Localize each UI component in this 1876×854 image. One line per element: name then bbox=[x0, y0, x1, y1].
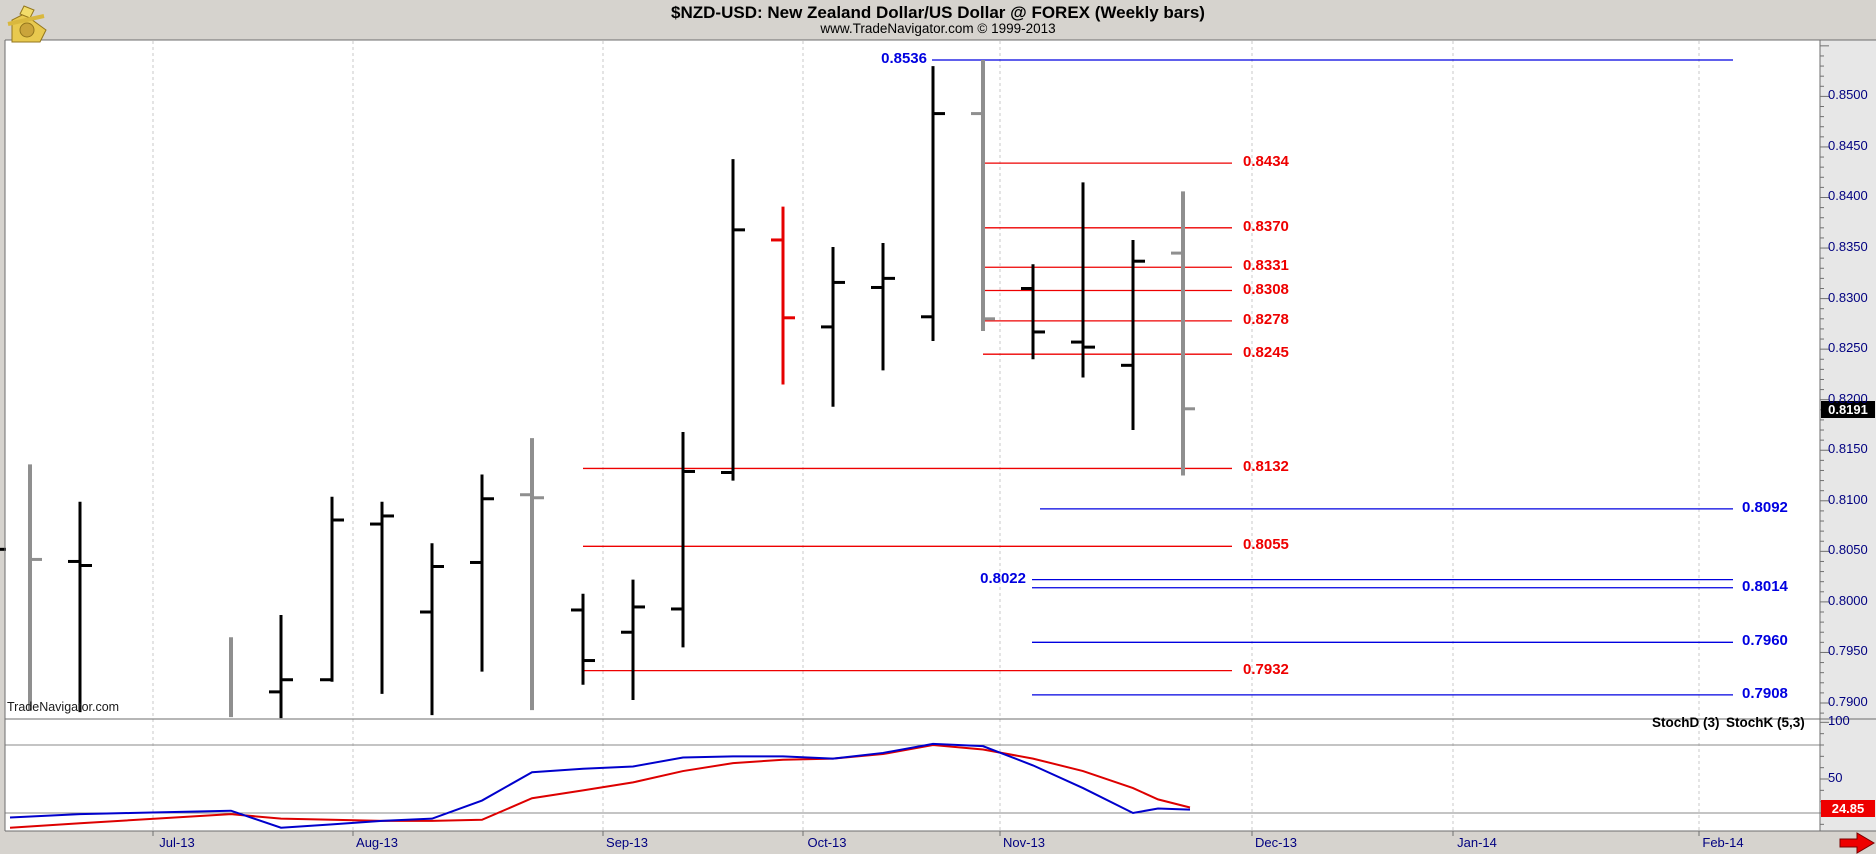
price-level-label-0.8014: 0.8014 bbox=[1742, 577, 1788, 595]
price-axis-label: 0.8100 bbox=[1828, 491, 1868, 507]
price-axis-label: 0.8400 bbox=[1828, 188, 1868, 204]
month-label: Jan-14 bbox=[1457, 835, 1497, 850]
price-axis-label: 0.8450 bbox=[1828, 137, 1868, 153]
price-level-label-0.8278: 0.8278 bbox=[1243, 310, 1289, 328]
price-level-label-0.8132: 0.8132 bbox=[1243, 458, 1289, 476]
stoch-axis-label: 50 bbox=[1828, 770, 1843, 785]
stoch-value-badge: 24.85 bbox=[1821, 799, 1875, 817]
price-axis-label: 0.8300 bbox=[1828, 289, 1868, 305]
legend-stochd: StochD (3) bbox=[1652, 715, 1720, 730]
price-axis-strip bbox=[1820, 40, 1876, 831]
month-label: Sep-13 bbox=[606, 835, 648, 850]
price-level-label-0.8022: 0.8022 bbox=[980, 569, 1026, 587]
tradenavigator-logo-icon bbox=[19, 22, 35, 38]
month-label: Aug-13 bbox=[356, 835, 398, 850]
price-level-label-0.8245: 0.8245 bbox=[1243, 344, 1289, 362]
legend-stochk: StochK (5,3) bbox=[1726, 715, 1805, 730]
tradenavigator-logo-icon bbox=[7, 14, 45, 26]
price-level-label-0.8055: 0.8055 bbox=[1243, 536, 1289, 554]
chart-subtitle: www.TradeNavigator.com © 1999-2013 bbox=[820, 21, 1056, 36]
month-label: Dec-13 bbox=[1255, 835, 1297, 850]
price-level-label-0.8092: 0.8092 bbox=[1742, 498, 1788, 516]
price-level-label-0.8434: 0.8434 bbox=[1243, 153, 1289, 171]
price-axis-label: 0.7950 bbox=[1828, 643, 1868, 659]
price-axis-label: 0.8200 bbox=[1828, 390, 1868, 406]
price-axis-label: 0.8050 bbox=[1828, 542, 1868, 558]
stoch-k-line bbox=[9, 742, 1191, 829]
month-label: Jul-13 bbox=[159, 835, 195, 850]
price-level-label-0.7932: 0.7932 bbox=[1243, 660, 1289, 678]
price-level-label-0.7960: 0.7960 bbox=[1742, 632, 1788, 650]
stochastic-panel bbox=[5, 719, 1820, 831]
price-level-label-0.8331: 0.8331 bbox=[1243, 257, 1289, 275]
price-axis-label: 0.8000 bbox=[1828, 592, 1868, 608]
watermark: TradeNavigator.com bbox=[7, 700, 120, 714]
chart-title: $NZD-USD: New Zealand Dollar/US Dollar @… bbox=[671, 3, 1205, 22]
price-axis-label: 0.8150 bbox=[1828, 441, 1868, 457]
month-label: Oct-13 bbox=[807, 835, 847, 850]
price-axis-label: 0.7900 bbox=[1828, 693, 1868, 709]
price-level-label-0.8536: 0.8536 bbox=[881, 50, 927, 67]
scroll-right-arrow-button[interactable] bbox=[1839, 832, 1875, 854]
price-panel bbox=[5, 40, 1820, 719]
price-axis-label: 0.8500 bbox=[1828, 87, 1868, 103]
price-axis-label: 0.8350 bbox=[1828, 239, 1868, 255]
price-level-label-0.8370: 0.8370 bbox=[1243, 217, 1289, 235]
stoch-axis-label: 100 bbox=[1828, 713, 1850, 729]
month-label: Feb-14 bbox=[1702, 835, 1744, 850]
current-price-badge: 0.8191 bbox=[1821, 400, 1875, 418]
stoch-d-line bbox=[9, 743, 1191, 829]
price-level-label-0.8308: 0.8308 bbox=[1243, 280, 1289, 298]
price-axis-label: 0.8250 bbox=[1828, 340, 1868, 356]
price-level-label-0.7908: 0.7908 bbox=[1742, 684, 1788, 702]
month-label: Nov-13 bbox=[1003, 835, 1045, 850]
